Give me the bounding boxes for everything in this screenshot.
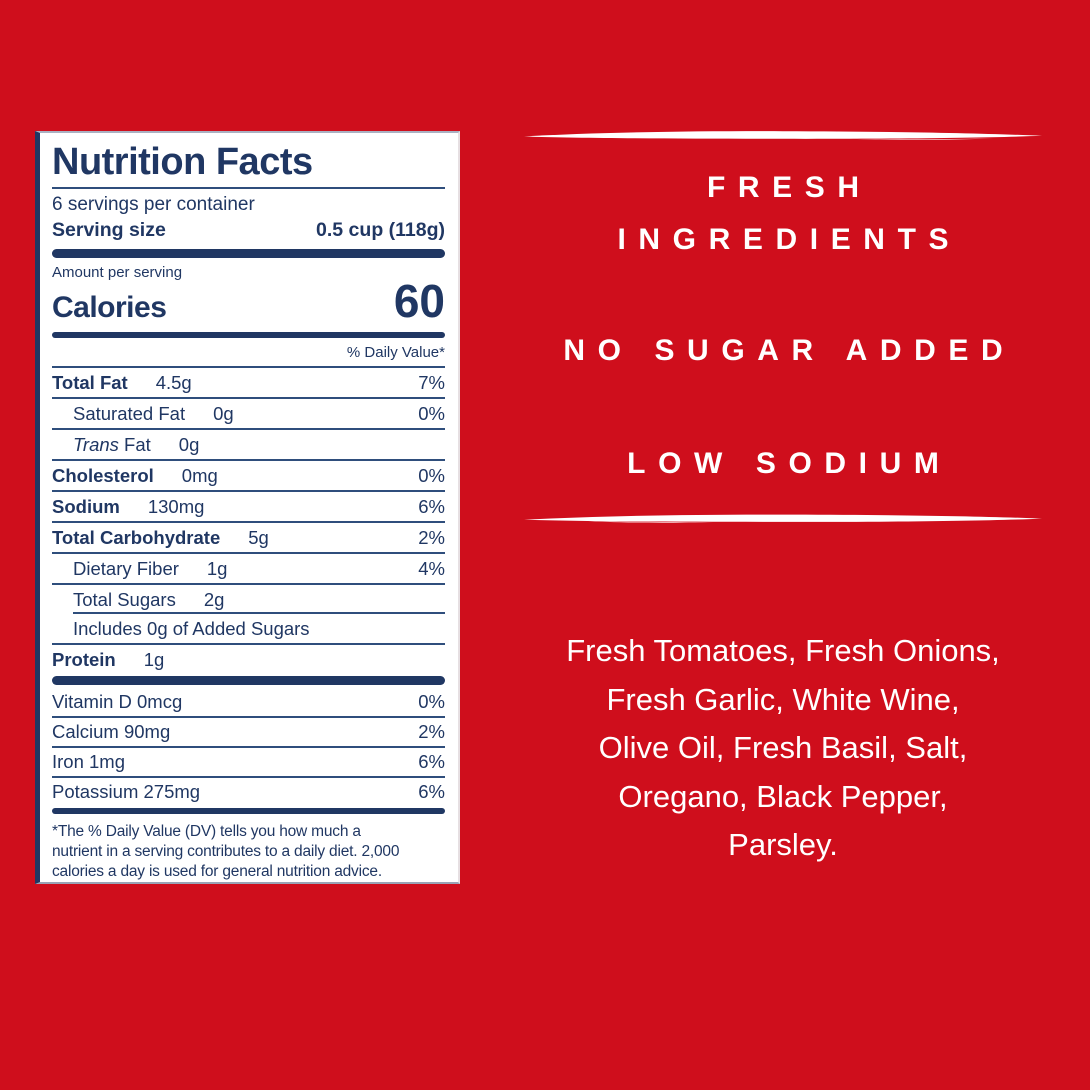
thick-divider: [52, 249, 445, 258]
calories-row: Calories 60: [52, 275, 445, 328]
amount-per-serving-label: Amount per serving: [52, 264, 183, 281]
daily-value-header: % Daily Value*: [52, 338, 445, 368]
micronutrient-row-potassium: Potassium 275mg 6%: [52, 781, 445, 802]
nutrient-row-dietary-fiber: Dietary Fiber 1g 4%: [52, 554, 445, 585]
marketing-claims-panel: FRESH INGREDIENTS NO SUGAR ADDED LOW SOD…: [520, 0, 1046, 1090]
ingredients-list: Fresh Tomatoes, Fresh Onions, Fresh Garl…: [566, 633, 1000, 862]
calories-label: Calories: [52, 291, 167, 324]
nutrient-row-total-fat: Total Fat 4.5g 7%: [52, 368, 445, 399]
calories-value: 60: [393, 275, 445, 327]
nutrient-row-trans-fat: Trans Fat 0g: [52, 430, 445, 461]
nutrient-row-protein: Protein 1g: [52, 649, 165, 670]
nutrient-row-cholesterol: Cholesterol 0mg 0%: [52, 461, 445, 492]
micronutrient-row-vitamin-d: Vitamin D 0mcg 0%: [52, 688, 445, 718]
thick-divider: [52, 676, 445, 685]
claim-low-sodium: LOW SODIUM: [627, 447, 952, 480]
micronutrient-row-iron: Iron 1mg 6%: [52, 748, 445, 778]
daily-value-footnote: *The % Daily Value (DV) tells you how mu…: [52, 823, 400, 880]
nutrient-row-sodium: Sodium 130mg 6%: [52, 492, 445, 523]
brush-stroke-icon: [524, 131, 1042, 140]
nutrient-row-total-sugars: Total Sugars 2g: [52, 585, 445, 614]
medium-divider: [52, 332, 445, 338]
nutrition-facts-title: Nutrition Facts: [52, 141, 313, 183]
nutrient-row-total-carbohydrate: Total Carbohydrate 5g 2%: [52, 523, 445, 554]
nutrient-row-added-sugars: Includes 0g of Added Sugars: [52, 614, 445, 645]
brush-stroke-icon: [524, 514, 1042, 523]
claim-no-sugar-added: NO SUGAR ADDED: [563, 334, 1016, 367]
divider: [52, 187, 445, 189]
serving-size-label: Serving size: [52, 219, 166, 241]
nutrient-row-saturated-fat: Saturated Fat 0g 0%: [52, 399, 445, 430]
claim-fresh-ingredients: FRESH INGREDIENTS: [617, 171, 962, 256]
micronutrient-row-calcium: Calcium 90mg 2%: [52, 718, 445, 748]
serving-size-row: Serving size 0.5 cup (118g): [52, 219, 445, 242]
medium-divider: [52, 808, 445, 814]
serving-size-value: 0.5 cup (118g): [316, 219, 445, 241]
nutrition-facts-label: Nutrition Facts 6 servings per container…: [35, 131, 460, 884]
servings-per-container: 6 servings per container: [52, 194, 255, 215]
